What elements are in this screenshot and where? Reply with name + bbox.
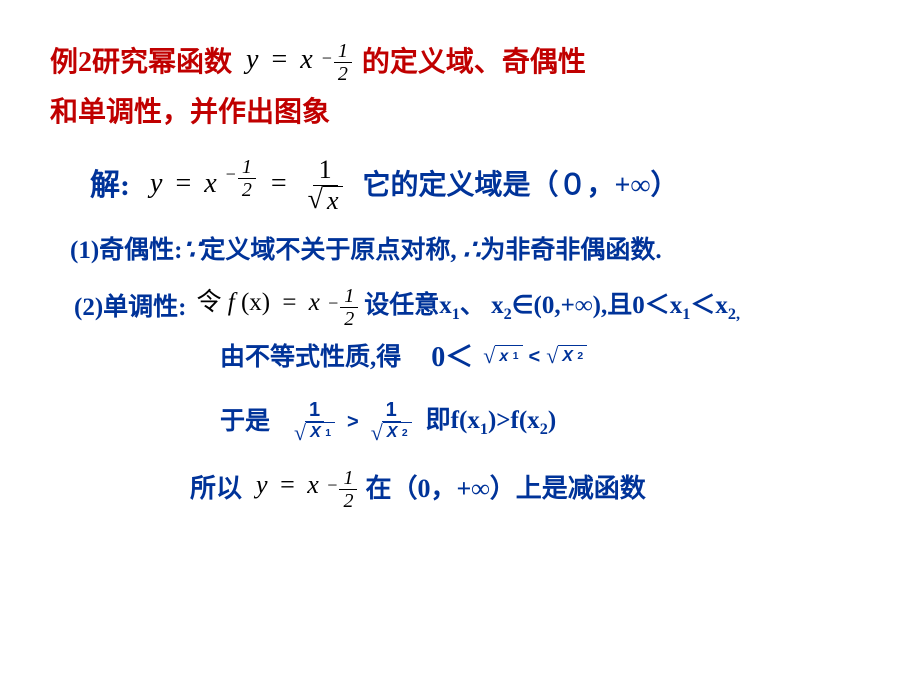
title-expr: y = x − 1 2 <box>246 40 352 85</box>
title-text-2: 的定义域、奇偶性 <box>362 43 586 82</box>
title-text-3: 和单调性，并作出图象 <box>50 93 330 132</box>
item2-line3: 于是 1 √ X 1 > 1 √ X 2 即f(x1)>f(x2) <box>50 399 870 445</box>
conclusion-expr: y = x − 1 2 <box>256 467 357 512</box>
item1-label: (1)奇偶性: <box>70 233 182 268</box>
title-line-1: 例2研究幂函数 y = x − 1 2 的定义域、奇偶性 <box>50 40 870 85</box>
sqrt-x1: √ x 1 <box>483 345 522 368</box>
item2-let-expr: 令 f (x) = x − 1 2 <box>196 285 358 330</box>
solution-expr: y = x − 1 2 = 1 √ x <box>150 156 349 215</box>
domain-text: 它的定义域是（０，+∞） <box>363 166 679 205</box>
item2-line2: 由不等式性质,得 0＜ √ x 1 < √ X 2 <box>50 338 870 377</box>
title-line-2: 和单调性，并作出图象 <box>50 93 870 132</box>
item1-line: (1)奇偶性: ∵ 定义域不关于原点对称, ∴ 为非奇非偶函数. <box>50 231 870 270</box>
conclusion-line: 所以 y = x − 1 2 在（0，+∞）上是减函数 <box>50 467 870 512</box>
title-text-1: 例2研究幂函数 <box>50 43 232 82</box>
item2-line1: (2)单调性: 令 f (x) = x − 1 2 设任意x1、 x2∈(0,+… <box>50 285 870 330</box>
frac-1-sqrtx2: 1 √ X 2 <box>367 399 416 445</box>
solution-label: 解: <box>90 165 130 207</box>
item2-label: (2)单调性: <box>74 290 186 325</box>
sqrt-x2: √ X 2 <box>546 345 587 368</box>
solution-line: 解: y = x − 1 2 = 1 √ x 它的定义域是（０，+∞） <box>50 156 870 215</box>
frac-1-sqrtx1: 1 √ X 1 <box>290 399 339 445</box>
